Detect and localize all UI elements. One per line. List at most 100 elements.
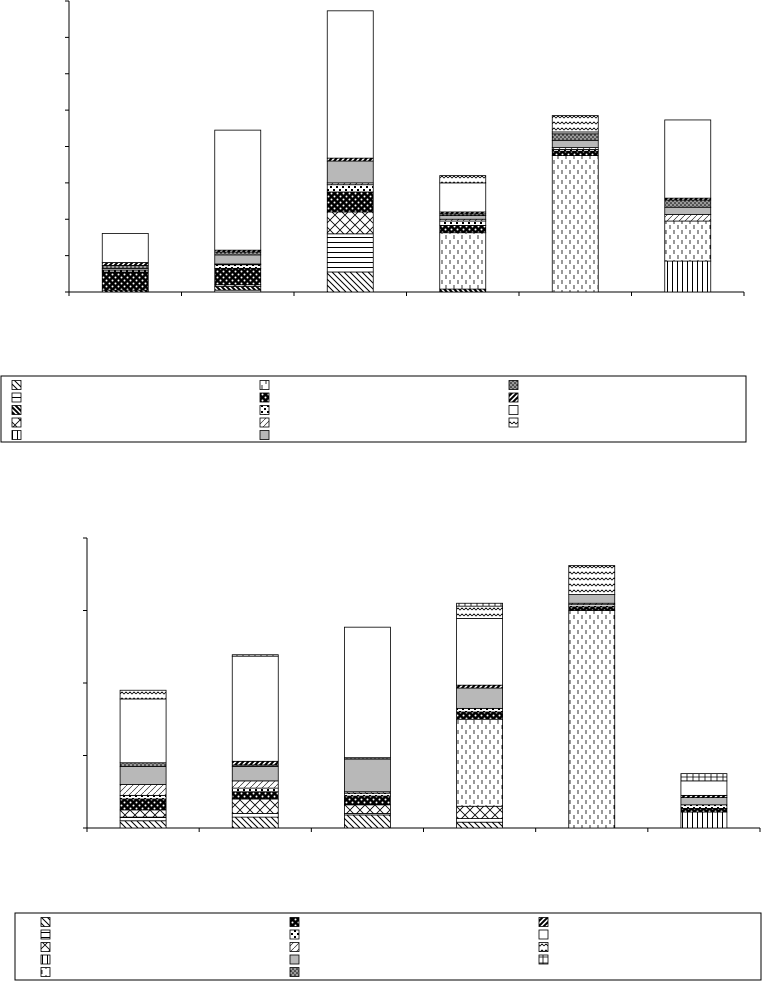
- bar-segment-gray: [680, 797, 728, 806]
- legend-swatch-gray: [259, 430, 270, 440]
- bar-segment-grid-plus: [456, 602, 503, 607]
- bar-segment-cross-x: [344, 804, 391, 814]
- bar-segment-dark-dots: [214, 251, 262, 256]
- bar-segment-black-dots: [439, 225, 487, 234]
- bar-segment-light-diag: [664, 214, 712, 222]
- legend-swatch-bold-diag: [508, 392, 519, 403]
- bar-segment-light-diag: [231, 780, 279, 789]
- legend-swatch-white: [508, 405, 519, 415]
- legend-swatch-dark-dots: [289, 967, 300, 977]
- bar-segment-light-diag: [119, 784, 167, 796]
- legend-swatch-zigzag: [508, 417, 519, 428]
- bar-segment-bold-diag: [231, 760, 279, 766]
- bar-segment-black-dots: [456, 711, 503, 720]
- legend-swatch-cross-x: [11, 417, 22, 428]
- bar-segment-white: [680, 780, 728, 796]
- legend-swatch-black-dots: [259, 392, 270, 403]
- legend-swatch-horizontal: [11, 392, 22, 403]
- legend-swatch-bold-diag: [538, 917, 549, 927]
- bar-segment-black-dots: [119, 798, 167, 811]
- bar-segment-checker-dots: [231, 787, 279, 793]
- legend-box: [14, 912, 762, 981]
- bar-segment-checker-dots: [326, 184, 374, 193]
- legend-swatch-dashed-vertical: [40, 967, 51, 977]
- bar-segment-dashed-vertical: [439, 232, 487, 290]
- bar-segment-bold-diag: [101, 262, 149, 266]
- bar-segment-horizontal: [231, 813, 279, 818]
- legend-swatch-gray: [289, 954, 300, 965]
- bar-segment-gray: [344, 758, 391, 793]
- bar-segment-zigzag: [551, 115, 599, 133]
- bar-segment-dashed-vertical: [664, 220, 712, 262]
- bar-segment-gray: [456, 687, 503, 709]
- chart-1: [0, 0, 747, 443]
- bar-segment-dark-dots: [551, 133, 599, 141]
- bar-segment-horizontal: [326, 233, 374, 273]
- bar-segment-gray: [214, 254, 262, 265]
- bar-segment-dark-dots: [664, 199, 712, 208]
- legend-swatch-vertical: [40, 954, 51, 965]
- bar-segment-diag-down: [344, 814, 391, 829]
- bar-segment-bold-diag: [456, 684, 503, 689]
- bar-segment-diag-down: [231, 816, 279, 829]
- legend-swatch-diag-down: [40, 917, 51, 927]
- legend-swatch-checker-dots: [259, 405, 270, 415]
- bar-segment-grid-plus: [231, 654, 279, 657]
- bar-segment-white: [456, 618, 503, 686]
- legend-swatch-diag-down: [11, 380, 22, 390]
- legend-swatch-vertical: [11, 430, 22, 440]
- bar-segment-gray: [664, 206, 712, 215]
- bar-segment-gray: [568, 594, 616, 604]
- bar-segment-white: [326, 10, 374, 159]
- bar-segment-diag-down: [456, 821, 503, 829]
- bar-segment-zigzag: [568, 565, 616, 595]
- bar-segment-black-dots: [551, 150, 599, 156]
- bar-segment-black-dots: [231, 791, 279, 800]
- bar-segment-cross-x: [231, 798, 279, 814]
- bar-segment-white: [214, 129, 262, 251]
- legend-swatch-checker-dots: [289, 929, 300, 940]
- bar-segment-dashed-vertical: [568, 610, 616, 829]
- bar-segment-white: [344, 626, 391, 759]
- bar-segment-horizontal: [456, 818, 503, 823]
- bar-segment-dark-dots: [101, 265, 149, 269]
- legend-box: [0, 375, 747, 443]
- legend-swatch-white: [538, 929, 549, 940]
- bar-segment-cross-x: [326, 211, 374, 235]
- bar-segment-diag-down: [326, 271, 374, 293]
- bar-segment-diag-down: [119, 820, 167, 829]
- legend-swatch-dark-dots: [508, 380, 519, 390]
- bar-segment-checker-dots: [214, 264, 262, 269]
- legend-swatch-diag-down-bold: [11, 405, 22, 415]
- bar-segment-diag-down-bold: [439, 288, 487, 293]
- bar-segment-checker-dots: [456, 707, 503, 713]
- bar-segment-vertical: [664, 260, 712, 293]
- bar-segment-gray: [439, 215, 487, 220]
- bar-segment-black-dots: [344, 795, 391, 806]
- bar-segment-checker-dots: [680, 804, 728, 809]
- legend-swatch-black-dots: [289, 917, 300, 927]
- bar-segment-gray: [551, 139, 599, 148]
- legend-swatch-light-diag: [259, 417, 270, 428]
- bar-segment-black-dots: [680, 808, 728, 813]
- bar-segment-white: [664, 119, 712, 199]
- legend-swatch-cross-x: [40, 942, 51, 952]
- legend-swatch-dashed-vertical: [259, 380, 270, 390]
- bar-segment-zigzag: [119, 689, 167, 700]
- bar-segment-gray: [119, 765, 167, 785]
- bar-segment-checker-dots: [119, 794, 167, 800]
- bar-segment-black-dots: [568, 606, 616, 611]
- bar-segment-gray: [231, 765, 279, 782]
- legend-swatch-zigzag: [538, 942, 549, 952]
- legend-swatch-light-diag: [289, 942, 300, 952]
- bar-segment-zigzag: [439, 175, 487, 184]
- chart-2: [14, 537, 762, 981]
- bar-segment-checker-dots: [344, 792, 391, 797]
- bar-segment-white: [439, 182, 487, 213]
- bar-segment-white: [101, 233, 149, 263]
- bar-segment-black-dots: [326, 191, 374, 213]
- bar-segment-white: [119, 698, 167, 764]
- bar-segment-dark-dots: [119, 762, 167, 767]
- legend-swatch-horizontal: [40, 929, 51, 940]
